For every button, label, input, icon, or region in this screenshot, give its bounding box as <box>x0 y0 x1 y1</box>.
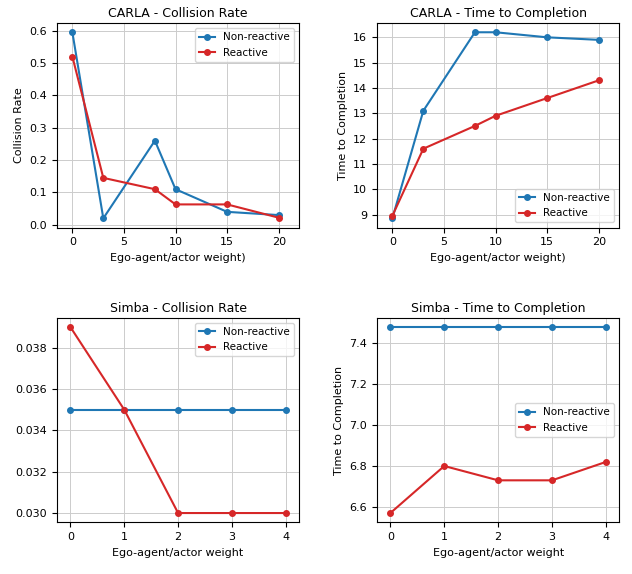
Reactive <box>492 113 499 119</box>
X-axis label: Ego-agent/actor weight): Ego-agent/actor weight) <box>111 253 246 263</box>
Reactive <box>494 477 502 484</box>
Reactive <box>548 477 556 484</box>
Non-reactive <box>66 406 74 413</box>
Reactive <box>66 324 74 331</box>
Reactive <box>228 510 236 517</box>
Reactive <box>441 463 448 470</box>
Reactive <box>389 212 396 219</box>
Non-reactive <box>282 406 289 413</box>
Non-reactive <box>228 406 236 413</box>
Non-reactive <box>548 324 556 331</box>
X-axis label: Ego-agent/actor weight): Ego-agent/actor weight) <box>430 253 566 263</box>
Line: Non-reactive: Non-reactive <box>70 29 281 221</box>
Non-reactive <box>492 29 499 36</box>
Non-reactive <box>121 406 128 413</box>
Non-reactive <box>387 324 394 331</box>
Y-axis label: Collision Rate: Collision Rate <box>14 87 24 163</box>
Non-reactive <box>420 107 427 114</box>
Legend: Non-reactive, Reactive: Non-reactive, Reactive <box>195 28 294 62</box>
Non-reactive <box>99 215 107 222</box>
Non-reactive <box>389 215 396 222</box>
X-axis label: Ego-agent/actor weight: Ego-agent/actor weight <box>432 548 564 557</box>
Non-reactive <box>68 29 76 36</box>
Title: Simba - Collision Rate: Simba - Collision Rate <box>109 302 246 315</box>
Non-reactive <box>544 34 551 41</box>
Reactive <box>544 95 551 102</box>
Reactive <box>595 77 602 84</box>
Line: Non-reactive: Non-reactive <box>68 407 289 413</box>
Reactive <box>68 53 76 60</box>
Non-reactive <box>441 324 448 331</box>
Y-axis label: Time to Completion: Time to Completion <box>334 366 344 475</box>
Line: Reactive: Reactive <box>70 54 281 220</box>
Line: Reactive: Reactive <box>389 77 602 219</box>
Reactive <box>172 201 179 208</box>
Line: Reactive: Reactive <box>387 459 609 516</box>
Non-reactive <box>471 29 478 36</box>
X-axis label: Ego-agent/actor weight: Ego-agent/actor weight <box>112 548 244 557</box>
Non-reactive <box>172 186 179 193</box>
Line: Reactive: Reactive <box>68 324 289 516</box>
Reactive <box>99 174 107 181</box>
Line: Non-reactive: Non-reactive <box>389 29 602 221</box>
Reactive <box>602 459 610 466</box>
Line: Non-reactive: Non-reactive <box>387 324 609 329</box>
Reactive <box>275 214 283 221</box>
Reactive <box>387 510 394 517</box>
Non-reactive <box>151 137 159 144</box>
Reactive <box>174 510 182 517</box>
Non-reactive <box>223 208 231 215</box>
Non-reactive <box>174 406 182 413</box>
Legend: Non-reactive, Reactive: Non-reactive, Reactive <box>195 323 294 356</box>
Reactive <box>471 122 478 129</box>
Reactive <box>282 510 289 517</box>
Reactive <box>420 145 427 152</box>
Reactive <box>121 406 128 413</box>
Y-axis label: Time to Completion: Time to Completion <box>337 71 348 180</box>
Non-reactive <box>595 36 602 43</box>
Non-reactive <box>602 324 610 331</box>
Legend: Non-reactive, Reactive: Non-reactive, Reactive <box>515 189 614 222</box>
Non-reactive <box>494 324 502 331</box>
Non-reactive <box>275 212 283 219</box>
Title: CARLA - Time to Completion: CARLA - Time to Completion <box>410 7 586 21</box>
Reactive <box>151 186 159 193</box>
Title: Simba - Time to Completion: Simba - Time to Completion <box>411 302 585 315</box>
Legend: Non-reactive, Reactive: Non-reactive, Reactive <box>515 404 614 437</box>
Title: CARLA - Collision Rate: CARLA - Collision Rate <box>108 7 248 21</box>
Reactive <box>223 201 231 208</box>
